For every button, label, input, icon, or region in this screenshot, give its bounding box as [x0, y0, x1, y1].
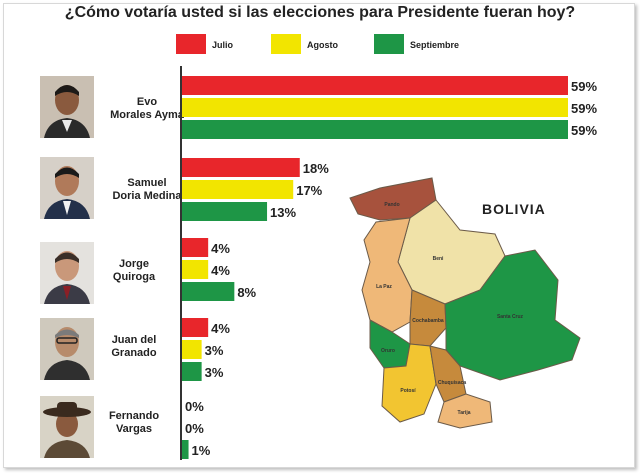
map-label-santa-cruz: Santa Cruz [497, 314, 524, 320]
bar-septiembre-3 [182, 362, 202, 381]
bar-julio-0 [182, 76, 568, 95]
bar-label-septiembre-0: 59% [571, 123, 597, 138]
legend-label-agosto: Agosto [307, 40, 338, 50]
bar-septiembre-0 [182, 120, 568, 139]
map-title: BOLIVIA [482, 201, 546, 217]
bar-septiembre-1 [182, 202, 268, 221]
legend-swatch-agosto [271, 34, 301, 54]
map-label-chuquisaca: Chuquisaca [438, 380, 467, 386]
bar-agosto-1 [182, 180, 294, 199]
bar-label-julio-3: 4% [211, 321, 230, 336]
juan-photo-icon [40, 318, 94, 380]
map-region-tarija [437, 393, 493, 429]
bar-julio-1 [182, 158, 300, 177]
legend-swatch-julio [176, 34, 206, 54]
map-label-tarija: Tarija [458, 410, 471, 416]
bar-agosto-3 [182, 340, 202, 359]
legend-label-septiembre: Septiembre [410, 40, 460, 50]
bar-label-agosto-3: 3% [205, 343, 224, 358]
map-label-pando: Pando [384, 202, 399, 208]
bar-agosto-0 [182, 98, 568, 117]
bar-label-julio-4: 0% [185, 399, 204, 414]
map-label-potosi: Potosí [400, 388, 416, 394]
bar-label-julio-2: 4% [211, 241, 230, 256]
chart-title: ¿Cómo votaría usted si las elecciones pa… [64, 4, 576, 21]
bar-label-septiembre-3: 3% [205, 365, 224, 380]
bar-label-septiembre-1: 13% [270, 205, 296, 220]
map-label-la-paz: La Paz [376, 284, 392, 290]
map-label-beni: Beni [433, 256, 444, 262]
fernando-photo-icon [40, 396, 94, 458]
bar-label-septiembre-2: 8% [237, 285, 256, 300]
jorge-photo-icon [40, 242, 94, 304]
bar-label-agosto-2: 4% [211, 263, 230, 278]
bar-label-septiembre-4: 1% [192, 443, 211, 458]
bar-label-agosto-1: 17% [296, 183, 322, 198]
bar-agosto-2 [182, 260, 209, 279]
bolivia-map: Pando Beni La Paz Cochabamba Santa Cruz … [340, 170, 640, 430]
legend-label-julio: Julio [212, 40, 234, 50]
bar-septiembre-2 [182, 282, 235, 301]
chart-axis-line [180, 66, 182, 460]
bar-septiembre-4 [182, 440, 189, 459]
candidate-name-jorge: Jorge Quiroga [112, 258, 156, 283]
candidate-name-evo: Evo Morales Ayma [110, 96, 184, 121]
candidate-name-fernando: Fernando Vargas [108, 410, 160, 435]
candidate-name-juan: Juan del Granado [111, 334, 157, 359]
bar-label-agosto-4: 0% [185, 421, 204, 436]
bar-label-julio-1: 18% [303, 161, 329, 176]
map-label-oruro: Oruro [381, 348, 395, 354]
legend-swatch-septiembre [374, 34, 404, 54]
candidate-name-samuel: Samuel Doria Medina [112, 177, 182, 202]
samuel-photo-icon [40, 157, 94, 219]
bar-julio-3 [182, 318, 209, 337]
map-label-cochabamba: Cochabamba [412, 318, 444, 324]
evo-photo-icon [40, 76, 94, 138]
bar-label-agosto-0: 59% [571, 101, 597, 116]
bar-label-julio-0: 59% [571, 79, 597, 94]
bar-julio-2 [182, 238, 209, 257]
